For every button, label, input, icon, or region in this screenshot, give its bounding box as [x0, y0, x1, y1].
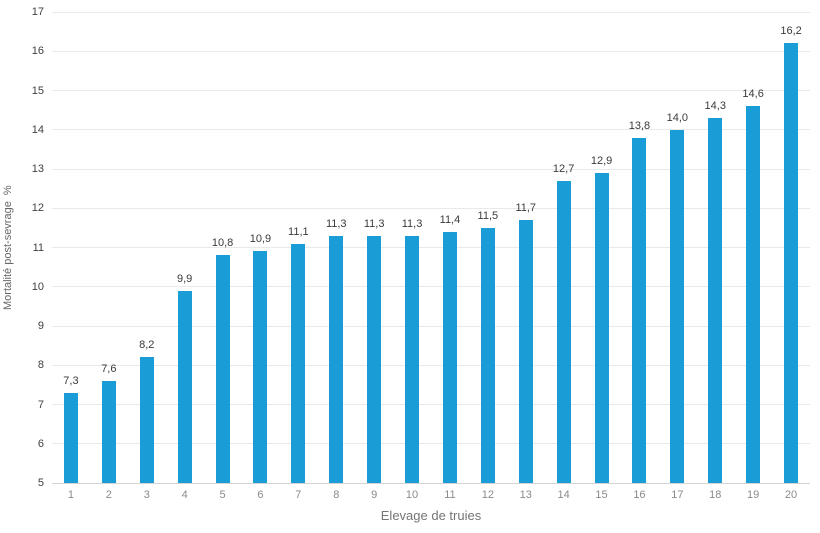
bar-value-label: 16,2: [780, 25, 802, 38]
bar-elevage-4: [177, 290, 192, 483]
y-tick-label: 16: [31, 45, 44, 58]
bar-value-label: 11,1: [288, 225, 309, 238]
bar-value-label: 11,3: [401, 217, 423, 230]
bar-value-label: 13,8: [628, 119, 651, 132]
gridline: [52, 168, 810, 170]
x-tick-label: 14: [557, 489, 570, 501]
gridline: [52, 11, 810, 13]
bar-elevage-15: [594, 172, 609, 483]
x-tick-label: 8: [333, 489, 340, 501]
x-tick-label: 10: [405, 489, 419, 501]
bar-value-label: 8,2: [139, 339, 155, 352]
gridline: [52, 247, 810, 248]
y-tick-label: 17: [31, 6, 44, 18]
x-axis-baseline: [52, 482, 810, 484]
bar-value-label: 10,8: [211, 237, 234, 250]
x-tick-label: 20: [784, 489, 798, 501]
bar-elevage-19: [746, 106, 761, 483]
bar-elevage-1: [63, 392, 78, 483]
bar-elevage-7: [291, 243, 306, 483]
gridline: [52, 404, 810, 405]
bar-elevage-20: [784, 43, 799, 483]
gridline: [52, 207, 810, 209]
y-tick-label: 13: [31, 163, 44, 175]
x-tick-label: 18: [709, 489, 722, 501]
gridline: [52, 90, 810, 91]
bar-elevage-14: [556, 180, 571, 483]
y-tick-label: 15: [31, 84, 44, 97]
bar-value-label: 14,6: [742, 88, 764, 101]
x-tick-label: 3: [143, 489, 150, 501]
x-tick-label: 15: [595, 489, 608, 501]
gridline: [52, 286, 810, 288]
gridline: [52, 129, 810, 131]
y-tick-label: 6: [37, 437, 44, 450]
bar-value-label: 7,6: [101, 362, 117, 375]
bar-value-label: 11,4: [439, 213, 461, 226]
y-tick-label: 5: [37, 477, 44, 489]
bar-elevage-12: [480, 227, 495, 483]
bar-elevage-17: [670, 129, 685, 483]
bar-elevage-5: [215, 255, 230, 483]
y-tick-label: 7: [37, 398, 44, 411]
x-tick-label: 9: [371, 489, 378, 501]
x-tick-label: 1: [67, 489, 74, 501]
gridline: [52, 364, 810, 366]
gridline: [52, 443, 810, 445]
y-tick-label: 11: [32, 241, 44, 254]
bar-value-label: 12,9: [590, 154, 613, 167]
x-tick-label: 5: [219, 489, 226, 501]
bar-elevage-13: [518, 220, 533, 483]
bar-value-label: 10,9: [249, 233, 272, 246]
bar-value-label: 11,3: [325, 217, 347, 230]
bar-value-label: 14,0: [666, 111, 689, 124]
x-tick-label: 6: [257, 489, 264, 501]
bar-elevage-18: [708, 117, 723, 483]
bar-elevage-2: [101, 380, 116, 483]
bar-elevage-10: [405, 235, 420, 483]
x-axis-title: Elevage de truies: [380, 508, 482, 523]
x-tick-label: 7: [295, 489, 302, 501]
x-tick-label: 16: [633, 489, 646, 501]
bar-value-label: 11,3: [363, 217, 385, 230]
bar-value-label: 7,3: [63, 374, 79, 387]
y-tick-label: 8: [37, 359, 44, 372]
bar-elevage-16: [632, 137, 647, 483]
bar-value-label: 9,9: [176, 272, 193, 285]
gridline: [52, 50, 810, 52]
x-tick-label: 12: [481, 489, 494, 501]
bar-elevage-8: [329, 235, 344, 483]
bar-elevage-11: [442, 231, 457, 483]
x-tick-label: 4: [181, 489, 188, 501]
y-tick-label: 9: [37, 320, 44, 332]
gridline: [52, 325, 810, 327]
bar-elevage-9: [367, 235, 382, 483]
bar-value-label: 11,5: [477, 209, 499, 222]
x-tick-label: 19: [747, 489, 760, 501]
y-tick-label: 12: [31, 202, 44, 215]
y-tick-label: 14: [31, 123, 44, 136]
bar-value-label: 12,7: [552, 162, 575, 175]
y-tick-label: 10: [31, 280, 44, 293]
bar-value-label: 14,3: [704, 99, 726, 112]
bar-value-label: 11,7: [515, 202, 537, 215]
x-tick-label: 2: [105, 489, 112, 501]
bar-elevage-6: [253, 251, 268, 483]
x-tick-label: 17: [671, 489, 684, 501]
x-tick-label: 13: [519, 489, 532, 501]
x-tick-label: 11: [444, 489, 456, 501]
bar-elevage-3: [139, 357, 154, 483]
